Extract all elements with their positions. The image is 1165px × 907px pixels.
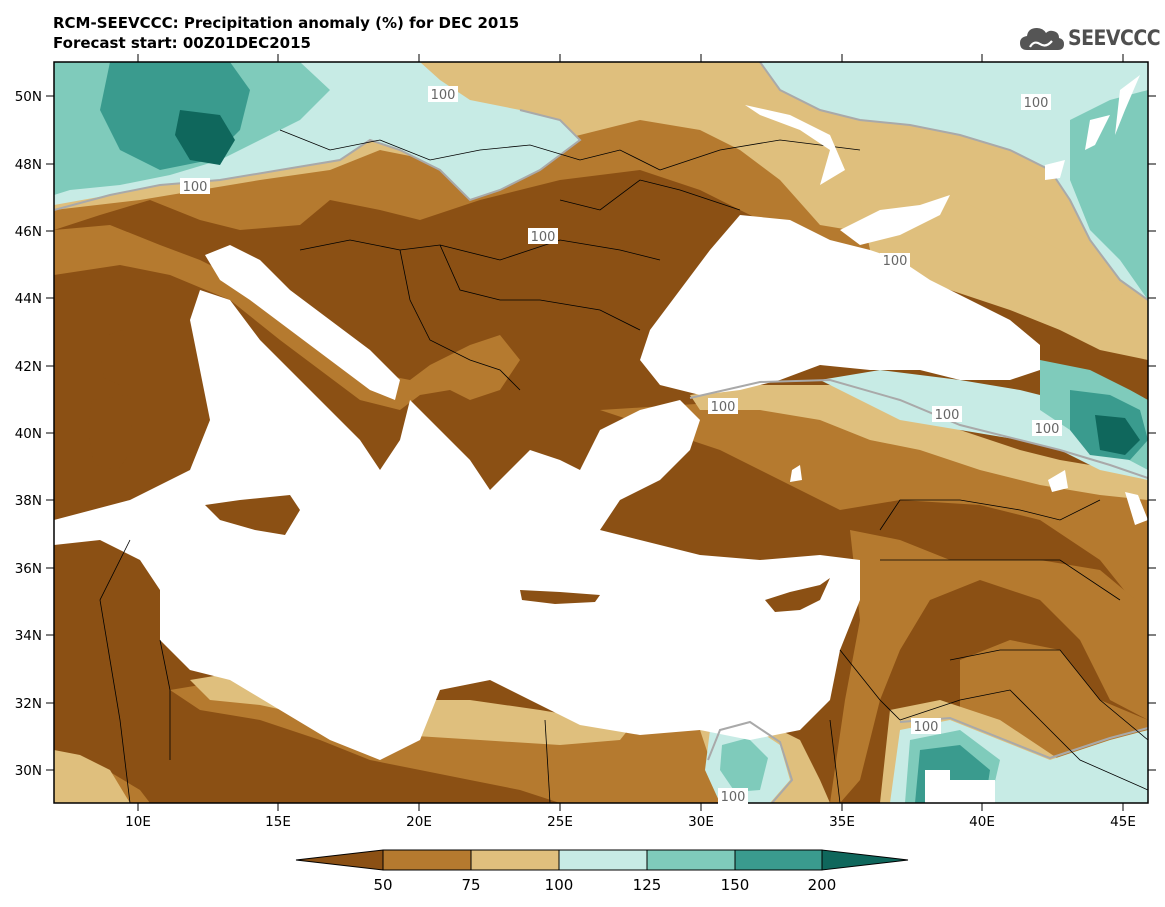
colorbar-tick-label: 200	[808, 876, 837, 894]
slightly-dry-zone-ukraine	[860, 190, 1148, 360]
colorbar-swatch	[734, 849, 823, 871]
colorbar-swatch	[295, 849, 384, 871]
lon-tick-label: 45E	[1110, 814, 1136, 830]
title-line-1: RCM-SEEVCCC: Precipitation anomaly (%) f…	[53, 14, 520, 32]
lat-tick-label: 30N	[15, 763, 42, 779]
tyrrhenian-ionian-sea	[54, 290, 860, 760]
wet-zone-egypt	[720, 738, 768, 792]
logo-text: SEEVCCC	[1068, 26, 1161, 50]
corsica-island	[100, 330, 128, 385]
contour-label-text: 100	[935, 408, 960, 423]
slightly-wet-zone-east	[760, 62, 1148, 300]
lat-tick-label: 32N	[15, 696, 42, 712]
lat-tick-label: 34N	[15, 628, 42, 644]
contour-label-text: 100	[1035, 422, 1060, 437]
lat-tick-label: 44N	[15, 291, 42, 307]
crete-island	[520, 590, 600, 604]
title-line-2: Forecast start: 00Z01DEC2015	[53, 34, 311, 52]
nodata-patch-turkey	[790, 465, 1148, 525]
contour-label: 100	[1021, 94, 1051, 111]
sicily-island	[205, 495, 300, 535]
cyprus-island	[765, 578, 830, 612]
colorbar-tick-label: 100	[545, 876, 574, 894]
contour-label-text: 100	[883, 254, 908, 269]
extreme-wet-zone-alps	[175, 110, 235, 165]
lat-tick-label: 36N	[15, 561, 42, 577]
contour-label-text: 100	[1024, 96, 1049, 111]
colorbar	[295, 849, 909, 871]
contour-label: 100	[528, 228, 558, 245]
nodata-patch-russia	[1045, 75, 1140, 180]
colorbar-swatch	[382, 849, 472, 871]
contour-label-text: 100	[914, 720, 939, 735]
colorbar-ticks: 50 75 100 125 150 200	[373, 876, 836, 894]
black-sea	[640, 215, 1040, 395]
colorbar-tick-label: 125	[633, 876, 662, 894]
contour-label: 100	[708, 398, 738, 415]
lon-tick-label: 10E	[125, 814, 151, 830]
colorbar-tick-label: 50	[373, 876, 392, 894]
lon-tick-label: 25E	[547, 814, 573, 830]
colorbar-tick-label: 75	[461, 876, 480, 894]
contour-label-text: 100	[721, 790, 746, 805]
adriatic-sea	[205, 245, 400, 400]
nodata-patch-ukraine	[745, 105, 845, 185]
colorbar-tick-label: 150	[721, 876, 750, 894]
contour-label: 100	[718, 788, 748, 805]
contour-label: 100	[180, 178, 210, 195]
seevccc-logo: SEEVCCC	[1018, 22, 1161, 56]
contour-label: 100	[428, 86, 458, 103]
contour-labels: 100 100 100 100 100 100 100 100 100 100	[180, 86, 1062, 805]
lat-tick-label: 38N	[15, 493, 42, 509]
lat-tick-label: 42N	[15, 359, 42, 375]
lon-tick-label: 35E	[829, 814, 855, 830]
contour-label-text: 100	[183, 180, 208, 195]
lat-tick-label: 40N	[15, 426, 42, 442]
contour-label: 100	[1032, 420, 1062, 437]
colorbar-swatch	[470, 849, 560, 871]
map-title: RCM-SEEVCCC: Precipitation anomaly (%) f…	[53, 13, 519, 53]
lat-tick-label: 48N	[15, 157, 42, 173]
lon-tick-label: 30E	[688, 814, 714, 830]
cloud-icon	[1020, 28, 1064, 50]
sardinia-island	[88, 395, 132, 470]
colorbar-swatch	[821, 849, 909, 871]
colorbar-swatch	[646, 849, 736, 871]
lon-tick-label: 40E	[969, 814, 995, 830]
longitude-axis: 10E 15E 20E 25E 30E 35E 40E 45E	[125, 54, 1136, 830]
slightly-dry-zone-turkey-north	[690, 385, 1148, 500]
latitude-axis: 50N 48N 46N 44N 42N 40N 38N 36N 34N 32N …	[15, 89, 1156, 779]
colorbar-swatch	[558, 849, 648, 871]
extreme-wet-zone-caucasus	[1095, 415, 1140, 455]
dry-zone-anatolia	[600, 400, 1148, 620]
slightly-dry-zone-sahara-west	[54, 750, 130, 803]
lon-tick-label: 15E	[265, 814, 291, 830]
lon-tick-label: 20E	[406, 814, 432, 830]
country-borders	[99, 129, 1148, 803]
contour-label-text: 100	[531, 230, 556, 245]
contour-label: 100	[911, 718, 941, 735]
lat-tick-label: 46N	[15, 224, 42, 240]
lat-tick-label: 50N	[15, 89, 42, 105]
contour-label-text: 100	[431, 88, 456, 103]
dry-zone-levant	[830, 530, 1148, 803]
nodata-patch-arabia	[925, 770, 995, 803]
azov-sea	[840, 195, 950, 245]
contour-label-text: 100	[711, 400, 736, 415]
contour-label: 100	[932, 406, 962, 423]
contour-label: 100	[880, 253, 910, 269]
